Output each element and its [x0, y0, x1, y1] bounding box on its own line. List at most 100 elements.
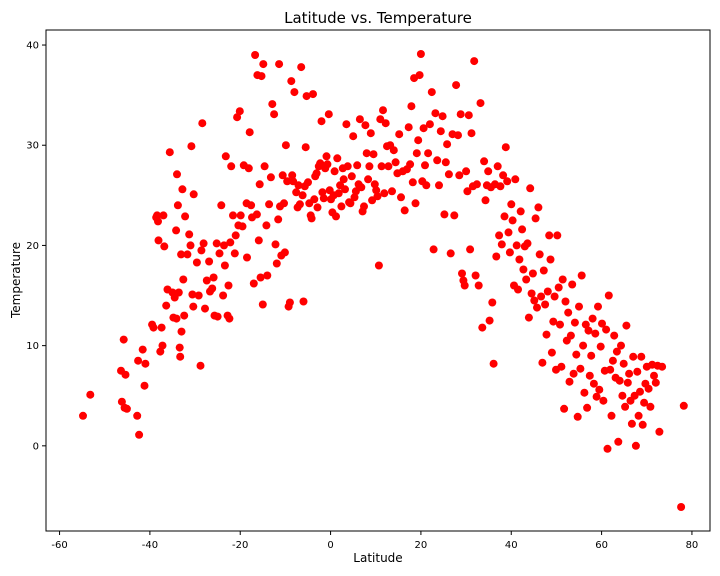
data-point — [436, 127, 445, 136]
data-point — [606, 365, 615, 374]
data-point — [379, 106, 387, 115]
data-point — [587, 351, 596, 360]
data-point — [238, 222, 247, 231]
data-point — [408, 178, 417, 187]
data-point — [416, 50, 425, 58]
data-point — [589, 379, 598, 388]
data-point — [388, 187, 396, 196]
data-point — [369, 150, 378, 159]
data-point — [229, 211, 237, 220]
data-point — [640, 398, 649, 407]
data-point — [422, 181, 431, 190]
data-point — [550, 292, 559, 301]
data-point — [332, 212, 340, 221]
data-point — [271, 240, 280, 249]
data-point — [419, 124, 428, 133]
plot-frame — [45, 29, 711, 532]
data-point — [283, 177, 292, 186]
x-tick-label: 40 — [505, 540, 518, 551]
x-axis-label: Latitude — [353, 551, 402, 565]
data-point — [530, 296, 539, 305]
data-point — [255, 180, 264, 189]
data-point — [245, 128, 254, 137]
data-point — [446, 249, 455, 258]
data-point — [121, 370, 130, 379]
data-point — [581, 320, 590, 329]
data-point — [201, 304, 209, 313]
data-point — [372, 186, 381, 195]
data-point — [566, 331, 575, 340]
data-point — [539, 266, 548, 275]
data-point — [515, 255, 524, 264]
data-point — [610, 331, 619, 340]
data-point — [138, 345, 147, 354]
data-point — [537, 292, 546, 301]
data-point — [366, 129, 375, 138]
data-point — [173, 170, 181, 179]
data-point — [560, 404, 569, 413]
data-point — [280, 248, 289, 257]
data-point — [299, 297, 308, 306]
data-point — [292, 188, 301, 197]
data-point — [464, 111, 473, 120]
data-point — [347, 172, 356, 181]
data-point — [655, 427, 664, 436]
data-point — [508, 216, 517, 225]
data-point — [407, 102, 416, 111]
data-point — [117, 397, 126, 406]
data-point — [411, 199, 420, 208]
data-point — [507, 200, 516, 209]
data-point — [527, 289, 536, 298]
data-point — [333, 154, 342, 163]
data-point — [227, 162, 236, 171]
data-point — [307, 214, 316, 223]
data-point — [522, 275, 531, 284]
data-point — [531, 214, 540, 223]
x-tick-label: 80 — [686, 540, 699, 551]
data-point — [524, 313, 533, 322]
data-point — [440, 210, 449, 219]
data-point — [274, 215, 283, 224]
data-point — [584, 326, 593, 335]
data-point — [542, 330, 551, 339]
data-point — [159, 211, 168, 220]
data-point — [361, 121, 370, 130]
data-point — [294, 181, 303, 190]
data-point — [265, 200, 274, 209]
data-point — [280, 199, 288, 208]
data-point — [181, 212, 190, 221]
x-tick-label: 20 — [415, 540, 428, 551]
data-point — [287, 77, 296, 86]
data-point — [629, 352, 638, 361]
data-point — [466, 245, 475, 254]
data-point — [268, 100, 277, 109]
data-point — [614, 437, 623, 446]
data-point — [438, 112, 447, 121]
data-point — [165, 148, 174, 157]
data-point — [607, 411, 616, 420]
data-point — [173, 201, 182, 210]
data-point — [476, 99, 485, 108]
data-point — [499, 171, 508, 180]
data-point — [178, 185, 187, 194]
data-point — [481, 196, 490, 205]
data-point — [188, 290, 197, 299]
data-point — [231, 231, 240, 240]
data-point — [174, 288, 183, 297]
data-point — [480, 157, 489, 166]
data-point — [79, 411, 87, 420]
data-point — [301, 143, 310, 152]
data-point — [497, 240, 506, 249]
data-point — [259, 60, 268, 69]
data-point — [543, 287, 552, 296]
data-point — [233, 113, 242, 122]
chart-title: Latitude vs. Temperature — [284, 9, 472, 27]
data-point — [602, 325, 611, 334]
data-point — [199, 239, 208, 248]
data-point — [429, 245, 438, 254]
data-point — [330, 167, 339, 176]
data-point — [185, 230, 194, 239]
data-point — [263, 271, 272, 280]
data-point — [568, 280, 577, 289]
